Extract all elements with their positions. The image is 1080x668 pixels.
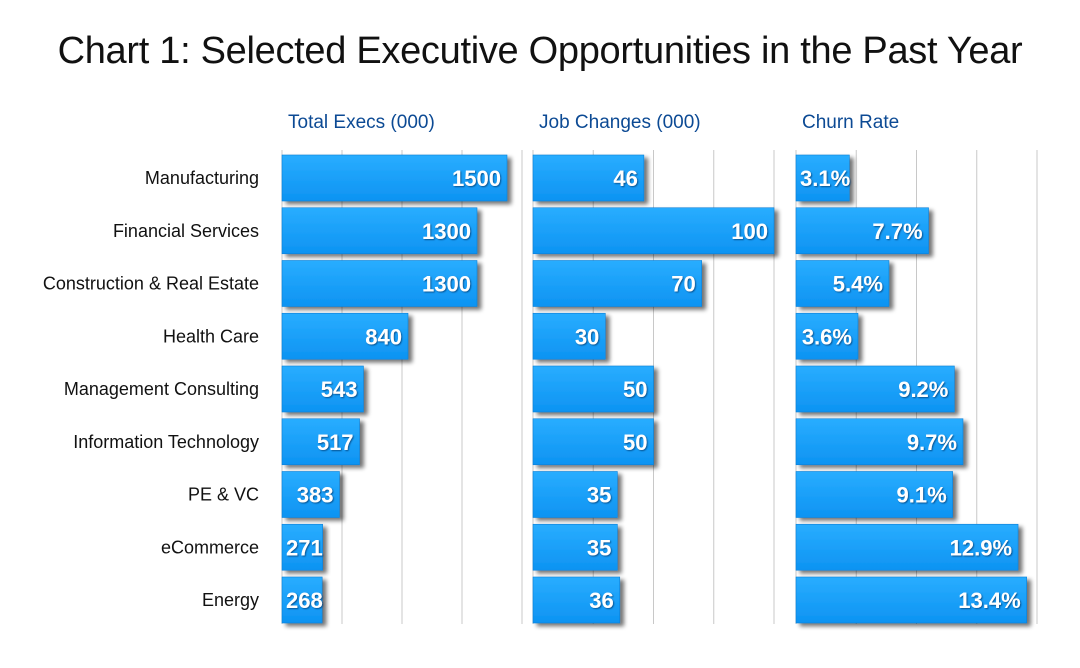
category-label-ecommerce: eCommerce [161,537,259,557]
value-label-job-changes-000-ecommerce: 35 [587,535,611,560]
panel-title-job-changes-000: Job Changes (000) [539,112,701,133]
value-label-job-changes-000-manufacturing: 46 [613,166,637,191]
value-label-churn-rate-management-consulting: 9.2% [898,377,948,402]
bar-churn-rate-energy [795,576,1027,624]
value-label-total-execs-000-ecommerce: 271 [286,535,323,560]
bar-total-execs-000-energy [281,576,323,624]
value-label-job-changes-000-construction-real-estate: 70 [671,272,695,297]
bar-churn-rate-ecommerce [795,523,1019,571]
category-label-manufacturing: Manufacturing [145,168,259,188]
value-label-job-changes-000-information-technology: 50 [623,430,647,455]
value-label-total-execs-000-pe-vc: 383 [297,483,334,508]
bar-job-changes-000-pe-vc [532,471,618,518]
panel-title-churn-rate: Churn Rate [802,112,899,133]
value-label-churn-rate-health-care: 3.6% [802,324,852,349]
value-label-churn-rate-financial-services: 7.7% [872,219,922,244]
bar-job-changes-000-health-care [532,312,606,360]
bar-total-execs-000-financial-services [281,207,478,255]
bar-job-changes-000-ecommerce [532,523,618,571]
value-label-churn-rate-ecommerce: 12.9% [950,535,1012,560]
bar-job-changes-000-construction-real-estate [532,260,702,307]
value-label-total-execs-000-information-technology: 517 [317,430,354,455]
bar-job-changes-000-energy [532,576,621,624]
bar-total-execs-000-health-care [281,312,409,360]
bar-churn-rate-construction-real-estate [795,260,890,307]
value-label-job-changes-000-financial-services: 100 [731,219,768,244]
bar-total-execs-000-ecommerce [281,523,323,571]
value-label-total-execs-000-manufacturing: 1500 [452,166,501,191]
category-label-construction-real-estate: Construction & Real Estate [43,274,259,294]
bar-job-changes-000-manufacturing [532,154,645,202]
bar-total-execs-000-construction-real-estate [281,260,478,307]
value-label-churn-rate-manufacturing: 3.1% [800,166,850,191]
value-label-total-execs-000-financial-services: 1300 [422,219,471,244]
category-label-health-care: Health Care [163,326,259,346]
bar-job-changes-000-management-consulting [532,365,654,413]
bar-total-execs-000-manufacturing [281,154,508,202]
bar-churn-rate-financial-services [795,207,929,255]
value-label-churn-rate-energy: 13.4% [958,588,1020,613]
bar-job-changes-000-financial-services [532,207,775,255]
value-label-job-changes-000-management-consulting: 50 [623,377,647,402]
value-label-job-changes-000-energy: 36 [589,588,613,613]
bar-churn-rate-information-technology [795,418,964,466]
value-label-churn-rate-pe-vc: 9.1% [896,483,946,508]
category-label-financial-services: Financial Services [113,221,259,241]
value-label-job-changes-000-health-care: 30 [575,324,599,349]
value-label-total-execs-000-energy: 268 [286,588,323,613]
panel-title-total-execs-000: Total Execs (000) [288,112,435,133]
bar-total-execs-000-pe-vc [281,471,340,518]
value-label-total-execs-000-construction-real-estate: 1300 [422,272,471,297]
value-label-churn-rate-construction-real-estate: 5.4% [833,272,883,297]
category-label-information-technology: Information Technology [73,432,259,452]
category-label-pe-vc: PE & VC [188,485,259,505]
bar-churn-rate-pe-vc [795,471,953,518]
bar-job-changes-000-information-technology [532,418,654,466]
bar-churn-rate-health-care [795,312,859,360]
bar-total-execs-000-information-technology [281,418,360,466]
bar-churn-rate-management-consulting [795,365,955,413]
category-label-management-consulting: Management Consulting [64,379,259,399]
category-label-energy: Energy [202,590,259,610]
bar-total-execs-000-management-consulting [281,365,364,413]
value-label-total-execs-000-health-care: 840 [365,324,402,349]
chart-title: Chart 1: Selected Executive Opportunitie… [57,30,1023,72]
value-label-job-changes-000-pe-vc: 35 [587,483,611,508]
value-label-churn-rate-information-technology: 9.7% [907,430,957,455]
value-label-total-execs-000-management-consulting: 543 [321,377,358,402]
bar-churn-rate-manufacturing [795,154,850,202]
